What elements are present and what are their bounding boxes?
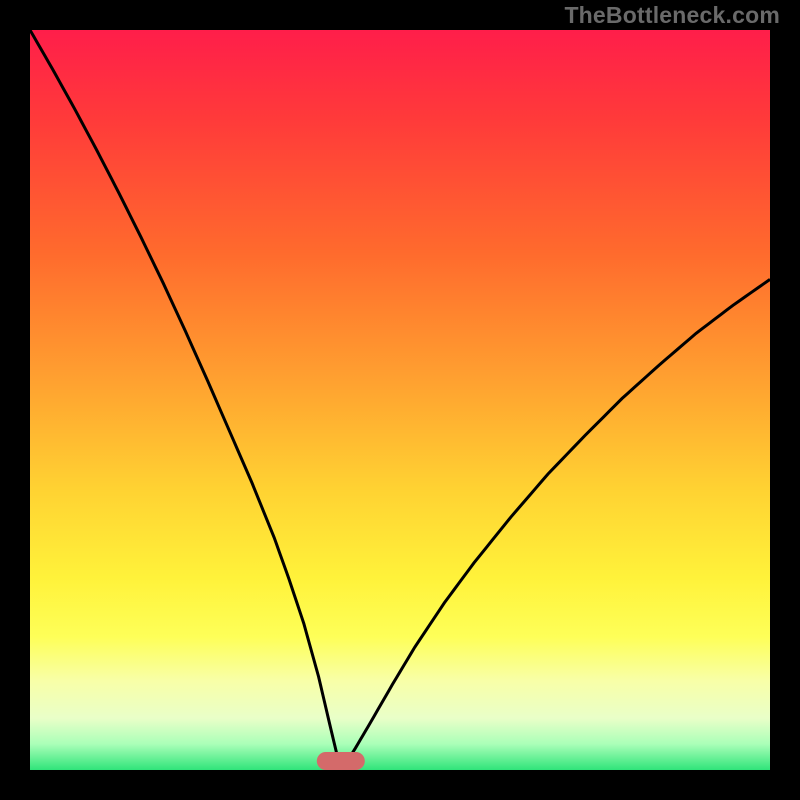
optimal-marker bbox=[317, 752, 365, 770]
plot-background bbox=[30, 30, 770, 770]
watermark-text: TheBottleneck.com bbox=[564, 2, 780, 29]
bottleneck-chart bbox=[0, 0, 800, 800]
chart-container: TheBottleneck.com bbox=[0, 0, 800, 800]
